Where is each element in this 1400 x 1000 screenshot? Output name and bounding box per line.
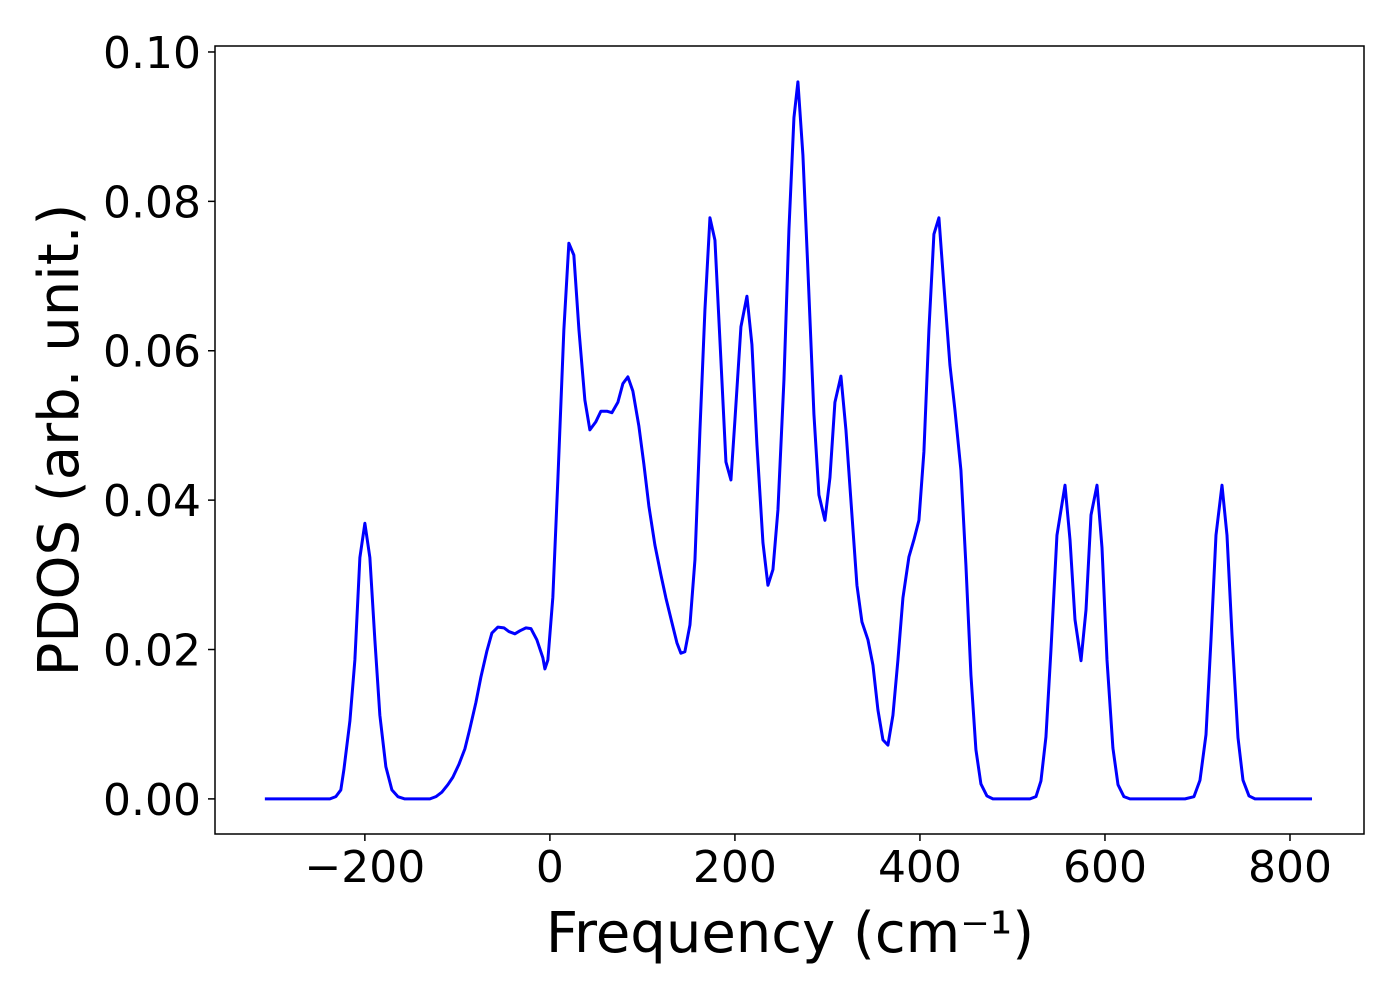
y-tick-label: 0.10 <box>103 28 201 79</box>
y-axis-label: PDOS (arb. unit.) <box>27 204 92 677</box>
y-tick-label: 0.08 <box>103 177 201 228</box>
data-line <box>264 80 1313 801</box>
x-tick-label: 400 <box>878 842 962 893</box>
y-tick-label: 0.00 <box>103 775 201 826</box>
x-tick-label: 0 <box>536 842 564 893</box>
x-tick-label: 800 <box>1248 842 1332 893</box>
x-tick-label: 600 <box>1063 842 1147 893</box>
x-tick-label: −200 <box>304 842 425 893</box>
x-axis-label: Frequency (cm⁻¹) <box>546 901 1034 966</box>
y-tick-label: 0.04 <box>103 476 201 527</box>
y-tick-label: 0.02 <box>103 626 201 677</box>
y-tick-label: 0.06 <box>103 327 201 378</box>
x-tick-label: 200 <box>693 842 777 893</box>
plot-frame <box>214 45 1365 835</box>
